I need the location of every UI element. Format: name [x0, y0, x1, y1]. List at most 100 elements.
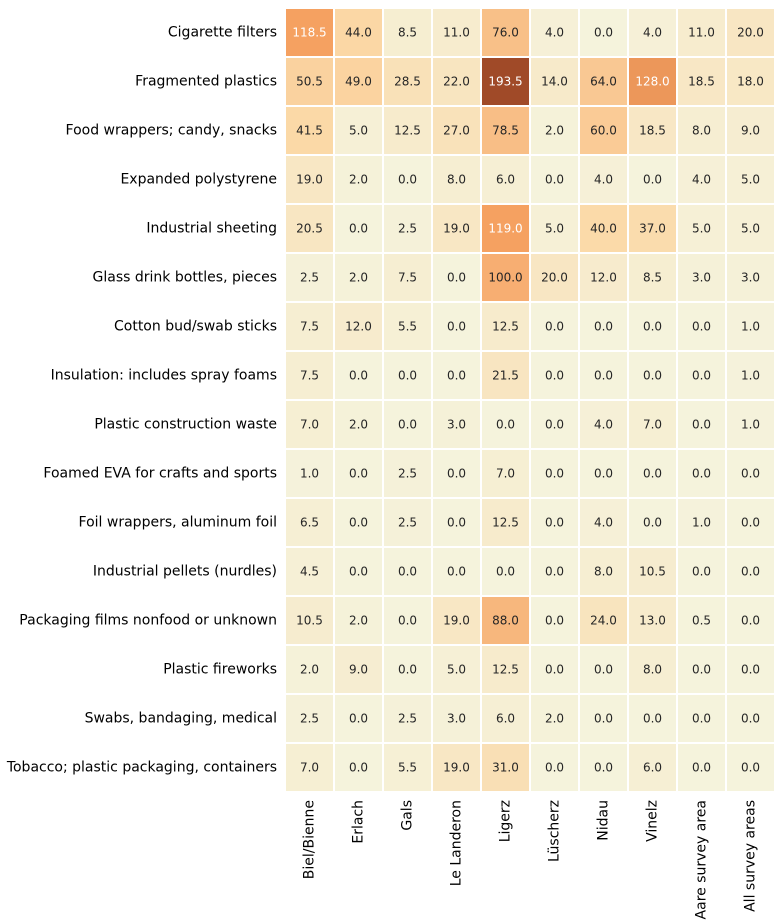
cell-value-label: 7.0 [300, 761, 319, 775]
cell-value-label: 2.5 [398, 712, 417, 726]
cell-value-label: 0.0 [545, 614, 564, 628]
cell-value-label: 8.0 [447, 173, 466, 187]
cell-value-label: 0.0 [643, 320, 662, 334]
cell-value-label: 4.0 [692, 173, 711, 187]
heatmap-cell-tobacco-plastic-packaging-containers-all-survey-areas [725, 742, 776, 793]
cell-value-label: 0.0 [496, 418, 515, 432]
heatmap-cell-expanded-polystyrene-biel-bienne [284, 154, 335, 205]
heatmap-cell-packaging-films-nonfood-or-unknown-biel-bienne [284, 595, 335, 646]
column-labels: Biel/Bienne Erlach Gals Le Landeron Ligerz Lü… [302, 800, 759, 919]
cell-value-label: 2.0 [349, 173, 368, 187]
heatmap-cell-foamed-eva-for-crafts-and-sports-all-survey-areas [725, 448, 776, 499]
row-label-cotton-bud-swab-sticks: Cotton bud/swab sticks [114, 319, 277, 335]
cell-value-label: 2.0 [349, 614, 368, 628]
cell-value-label: 37.0 [639, 222, 666, 236]
heatmap-cell-fragmented-plastics-aare-survey-area [676, 56, 727, 107]
cell-value-label: 0.0 [741, 516, 760, 530]
heatmap-cell-foamed-eva-for-crafts-and-sports-vinelz [627, 448, 678, 499]
heatmap-cell-cotton-bud-swab-sticks-biel-bienne [284, 301, 335, 352]
cell-value-label: 1.0 [741, 320, 760, 334]
cell-value-label: 7.5 [300, 369, 319, 383]
cell-value-label: 0.0 [545, 565, 564, 579]
heatmap-cell-insulation-includes-spray-foams-gals [382, 350, 433, 401]
cell-value-label: 0.0 [398, 173, 417, 187]
heatmap-cell-insulation-includes-spray-foams-aare-survey-area [676, 350, 727, 401]
cell-value-label: 2.0 [349, 418, 368, 432]
heatmap-cell-plastic-fireworks-biel-bienne [284, 644, 335, 695]
cell-value-label: 0.0 [741, 565, 760, 579]
heatmap-cell-plastic-construction-waste-erlach [333, 399, 384, 450]
heatmap-cell-swabs-bandaging-medical-all-survey-areas [725, 693, 776, 744]
cell-value-label: 7.5 [398, 271, 417, 285]
cell-value-label: 0.0 [349, 222, 368, 236]
cell-value-label: 0.0 [692, 712, 711, 726]
heatmap-cell-fragmented-plastics-erlach [333, 56, 384, 107]
cell-value-label: 8.0 [692, 124, 711, 138]
cell-value-label: 7.0 [643, 418, 662, 432]
heatmap-cell-food-wrappers-candy-snacks-all-survey-areas [725, 105, 776, 156]
heatmap-cell-food-wrappers-candy-snacks-biel-bienne [284, 105, 335, 156]
heatmap-cell-packaging-films-nonfood-or-unknown-nidau [578, 595, 629, 646]
heatmap-cell-insulation-includes-spray-foams-le-landeron [431, 350, 482, 401]
cell-value-label: 0.0 [447, 565, 466, 579]
heatmap-cell-plastic-construction-waste-nidau [578, 399, 629, 450]
cell-value-label: 2.0 [545, 124, 564, 138]
cell-value-label: 0.0 [398, 565, 417, 579]
heatmap-cell-packaging-films-nonfood-or-unknown-erlach [333, 595, 384, 646]
heatmap-cell-insulation-includes-spray-foams-all-survey-areas [725, 350, 776, 401]
row-label-cigarette-filters: Cigarette filters [168, 25, 277, 41]
column-label-biel-bienne: Biel/Bienne [302, 800, 318, 879]
cell-value-label: 0.0 [545, 418, 564, 432]
heatmap-cell-swabs-bandaging-medical-aare-survey-area [676, 693, 727, 744]
cell-value-label: 12.5 [394, 124, 421, 138]
heatmap-cell-plastic-construction-waste-biel-bienne [284, 399, 335, 450]
cell-value-label: 3.0 [447, 418, 466, 432]
heatmap-cell-glass-drink-bottles-pieces-gals [382, 252, 433, 303]
cell-value-label: 0.0 [594, 712, 613, 726]
heatmap-cell-glass-drink-bottles-pieces-aare-survey-area [676, 252, 727, 303]
cell-value-label: 0.0 [741, 614, 760, 628]
cell-value-label: 4.0 [594, 173, 613, 187]
heatmap-cell-fragmented-plastics-l-scherz [529, 56, 580, 107]
cell-value-label: 12.5 [492, 320, 519, 334]
cell-value-label: 60.0 [590, 124, 617, 138]
cell-value-label: 0.0 [594, 26, 613, 40]
cell-value-label: 2.0 [300, 663, 319, 677]
cell-value-label: 8.0 [594, 565, 613, 579]
cell-value-label: 0.0 [545, 663, 564, 677]
heatmap-cell-foamed-eva-for-crafts-and-sports-aare-survey-area [676, 448, 727, 499]
cell-value-label: 12.0 [590, 271, 617, 285]
cell-value-label: 0.0 [594, 761, 613, 775]
cell-value-label: 0.0 [545, 173, 564, 187]
heatmap-cell-cotton-bud-swab-sticks-le-landeron [431, 301, 482, 352]
cell-value-label: 2.0 [545, 712, 564, 726]
heatmap-cell-food-wrappers-candy-snacks-erlach [333, 105, 384, 156]
row-label-food-wrappers-candy-snacks: Food wrappers; candy, snacks [66, 123, 277, 139]
cell-value-label: 5.0 [741, 173, 760, 187]
cell-value-label: 0.0 [398, 663, 417, 677]
cell-value-label: 44.0 [345, 26, 372, 40]
cell-value-label: 119.0 [488, 222, 522, 236]
cell-value-label: 2.5 [300, 271, 319, 285]
row-label-packaging-films-nonfood-or-unknown: Packaging films nonfood or unknown [19, 613, 277, 629]
cell-value-label: 18.0 [737, 75, 764, 89]
heatmap-cell-packaging-films-nonfood-or-unknown-vinelz [627, 595, 678, 646]
cell-value-label: 12.5 [492, 516, 519, 530]
cell-value-label: 88.0 [492, 614, 519, 628]
cell-value-label: 4.0 [643, 26, 662, 40]
heatmap-cell-foamed-eva-for-crafts-and-sports-l-scherz [529, 448, 580, 499]
cell-value-label: 2.5 [398, 222, 417, 236]
cell-value-label: 0.0 [692, 761, 711, 775]
cell-value-label: 6.0 [496, 712, 515, 726]
cell-value-label: 4.0 [594, 418, 613, 432]
cell-value-label: 0.0 [349, 565, 368, 579]
row-label-plastic-fireworks: Plastic fireworks [163, 662, 277, 678]
heatmap-cell-cigarette-filters-l-scherz [529, 7, 580, 58]
heatmap-cell-tobacco-plastic-packaging-containers-gals [382, 742, 433, 793]
column-label-nidau: Nidau [596, 800, 612, 841]
cell-value-label: 0.0 [447, 516, 466, 530]
heatmap-cell-packaging-films-nonfood-or-unknown-aare-survey-area [676, 595, 727, 646]
cell-value-label: 19.0 [296, 173, 323, 187]
cell-value-label: 21.5 [492, 369, 519, 383]
cell-value-label: 1.0 [300, 467, 319, 481]
